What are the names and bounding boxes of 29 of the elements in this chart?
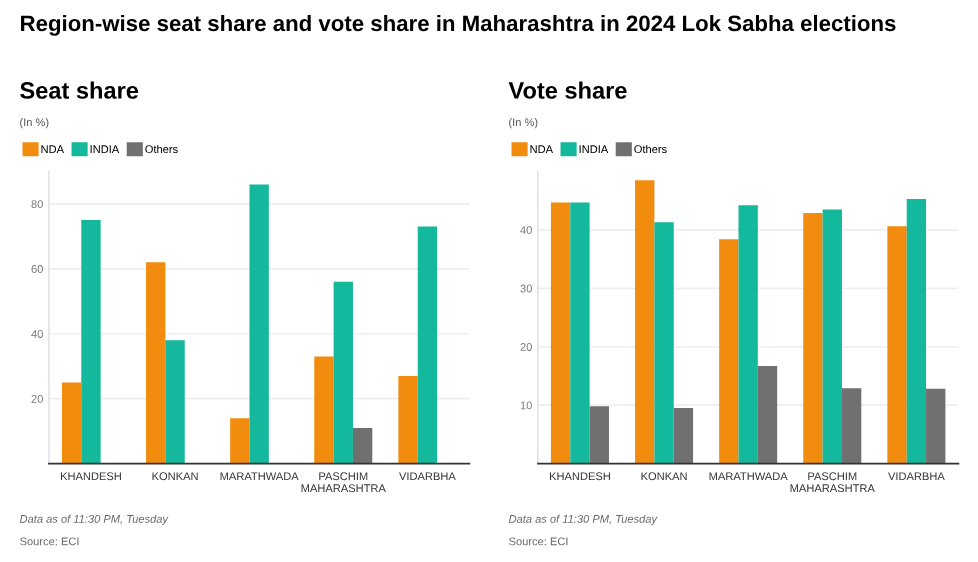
bar [926,388,946,464]
bar [61,382,82,464]
chart-subtitle: Seat share [20,81,139,99]
bar [738,205,758,464]
bar [887,226,907,464]
bar [654,222,674,464]
bar [398,375,418,464]
bar [757,366,778,464]
chart-title: Region-wise seat share and vote share in Maharashtra in 2024 Lok Sabha elections [21,14,896,36]
bar [906,198,927,464]
bar [841,388,862,464]
bar [635,180,655,464]
bar [673,408,694,464]
bar [352,427,373,464]
bar [417,226,438,464]
bar [230,418,250,464]
bar [589,406,609,464]
bar [333,281,353,464]
bar [570,202,590,464]
bar [146,262,166,464]
bar [249,184,269,464]
chart-subtitle: Vote share [508,81,627,99]
bar [822,209,842,464]
bar [719,239,739,464]
bar [803,212,823,464]
bar [550,202,571,464]
bar [314,356,334,464]
bar [165,340,185,464]
bar [81,220,101,464]
